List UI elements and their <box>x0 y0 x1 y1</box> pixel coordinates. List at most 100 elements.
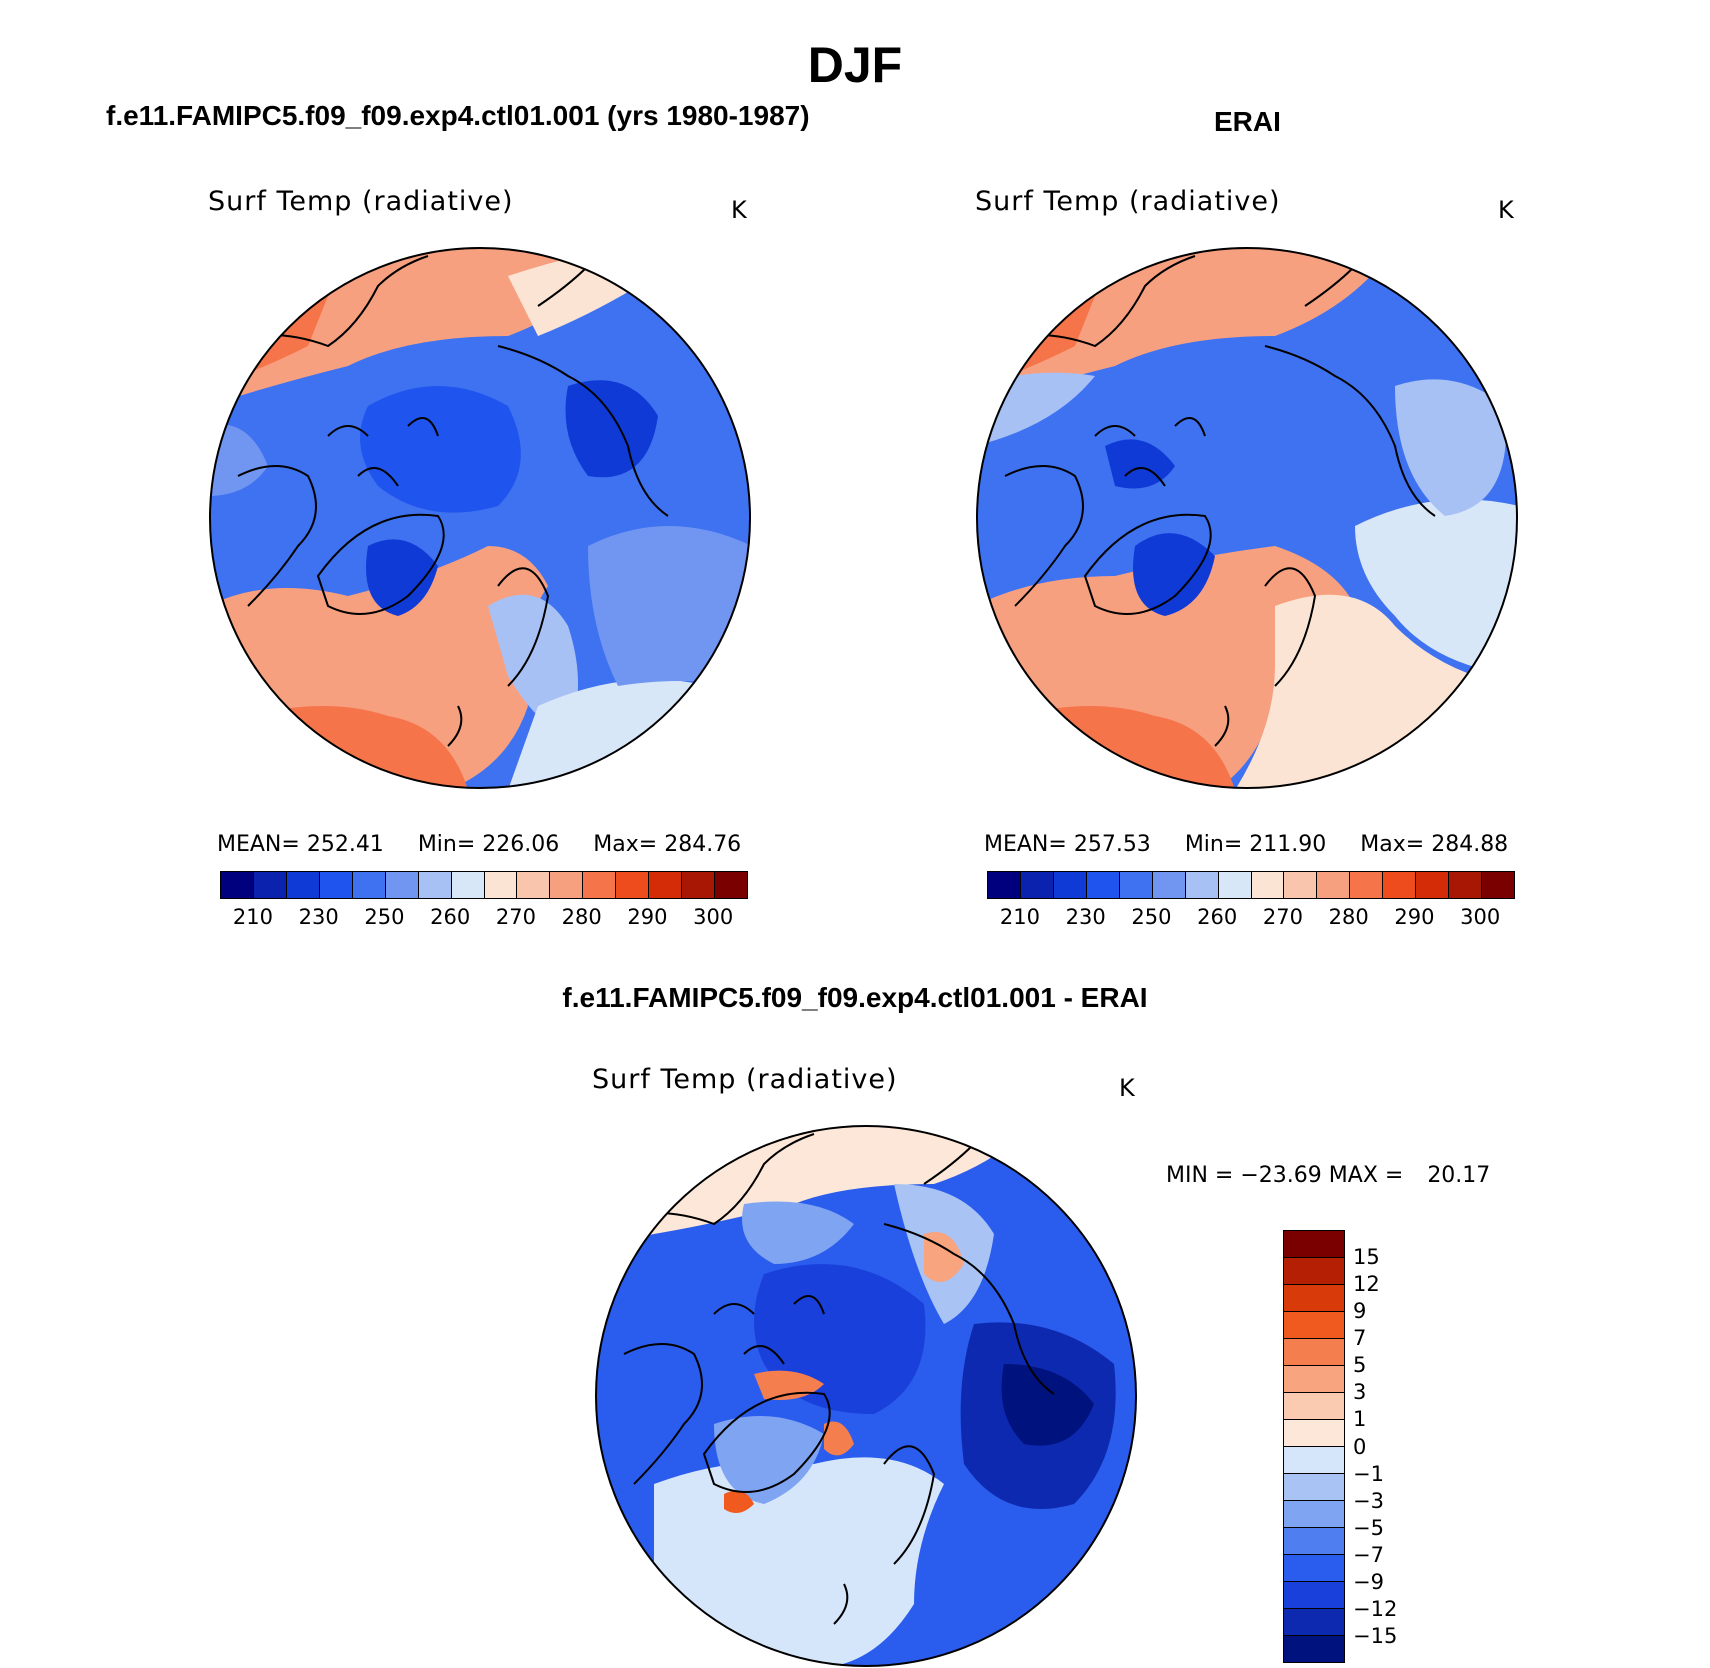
colorbar-swatch <box>582 872 616 898</box>
obs-min-label: Min= <box>1184 832 1243 857</box>
obs-mean-label: MEAN= <box>984 832 1067 857</box>
colorbar-swatch <box>1052 872 1086 898</box>
diff-colorbar-ticks: 15 12 9 7 5 3 1 0 −1 −3 −5 −7 −9 −12 −15 <box>1353 1230 1433 1663</box>
colorbar-swatch <box>1382 872 1416 898</box>
coast-alaska <box>247 255 429 348</box>
diff-min-label: MIN = <box>1166 1163 1234 1188</box>
colorbar-swatch <box>351 872 385 898</box>
colorbar-tick-label: 260 <box>430 905 471 929</box>
diff-stats: MIN = −23.69 MAX = 20.17 <box>1166 1163 1490 1188</box>
colorbar-tick-label: 300 <box>693 905 734 929</box>
colorbar-tick-label: 290 <box>1394 905 1435 929</box>
colorbar-tick-label: 260 <box>1197 905 1238 929</box>
colorbar-tick-label: −9 <box>1353 1569 1384 1594</box>
diff-variable-title: Surf Temp (radiative) <box>592 1064 898 1095</box>
colorbar-swatch <box>1118 872 1152 898</box>
coast-islands <box>327 417 439 487</box>
model-variable-title: Surf Temp (radiative) <box>208 186 514 217</box>
colorbar-swatch <box>1284 1284 1344 1311</box>
colorbar-swatch <box>714 872 747 898</box>
colorbar-swatch <box>1284 1419 1344 1446</box>
colorbar-swatch <box>1415 872 1449 898</box>
colorbar-tick-label: 230 <box>298 905 339 929</box>
colorbar-tick-label: 9 <box>1353 1299 1367 1324</box>
colorbar-tick-label: 1 <box>1353 1407 1367 1432</box>
diff-panel-title: f.e11.FAMIPC5.f09_f09.exp4.ctl01.001 - E… <box>562 982 1148 1013</box>
colorbar-swatch <box>516 872 550 898</box>
model-stats: MEAN= 252.41 Min= 226.06 Max= 284.76 <box>217 832 741 857</box>
colorbar-swatch <box>1284 1581 1344 1608</box>
diff-scandinavia-warm <box>824 1421 854 1456</box>
obs-stats: MEAN= 257.53 Min= 211.90 Max= 284.88 <box>984 832 1508 857</box>
model-max-value: 284.76 <box>664 832 742 857</box>
colorbar-swatch <box>318 872 352 898</box>
colorbar-tick-label: 300 <box>1460 905 1501 929</box>
colorbar-tick-label: 0 <box>1353 1434 1367 1459</box>
diff-max-value: 20.17 <box>1427 1163 1491 1188</box>
diff-units-label: K <box>1119 1074 1135 1102</box>
colorbar-swatch <box>1284 1338 1344 1365</box>
coast-alaska <box>1014 255 1196 348</box>
colorbar-swatch <box>384 872 418 898</box>
colorbar-swatch <box>615 872 649 898</box>
colorbar-tick-label: 280 <box>1328 905 1369 929</box>
colorbar-tick-label: 12 <box>1353 1272 1380 1297</box>
colorbar-tick-label: 290 <box>627 905 668 929</box>
colorbar-swatch <box>1349 872 1383 898</box>
colorbar-tick-label: −1 <box>1353 1461 1384 1486</box>
colorbar-swatch <box>1284 1446 1344 1473</box>
map-greenland-deep <box>1133 533 1215 616</box>
map-siberia-light <box>1395 379 1507 516</box>
obs-variable-title: Surf Temp (radiative) <box>975 186 1281 217</box>
colorbar-swatch <box>1019 872 1053 898</box>
colorbar-swatch <box>1284 1500 1344 1527</box>
coast-greenland <box>1083 513 1212 615</box>
colorbar-swatch <box>1151 872 1185 898</box>
colorbar-swatch <box>1284 1311 1344 1338</box>
colorbar-tick-label: 15 <box>1353 1245 1380 1270</box>
diff-polar-map <box>595 1125 1137 1667</box>
colorbar-tick-label: 270 <box>1262 905 1303 929</box>
colorbar-swatch <box>1284 1608 1344 1635</box>
colorbar-tick-label: −7 <box>1353 1542 1384 1567</box>
diff-colorbar <box>1283 1230 1345 1663</box>
colorbar-swatch <box>1250 872 1284 898</box>
model-panel-title: f.e11.FAMIPC5.f09_f09.exp4.ctl01.001 (yr… <box>106 100 810 131</box>
colorbar-swatch <box>285 872 319 898</box>
diff-greenland-warm <box>724 1490 754 1513</box>
obs-polar-map <box>976 247 1518 789</box>
model-colorbar <box>220 871 748 899</box>
model-min-label: Min= <box>417 832 476 857</box>
colorbar-swatch <box>1284 1365 1344 1392</box>
colorbar-tick-label: 5 <box>1353 1353 1367 1378</box>
colorbar-tick-label: 250 <box>1131 905 1172 929</box>
diff-min-value: −23.69 <box>1240 1163 1322 1188</box>
map-canada-mid <box>210 424 268 496</box>
obs-max-value: 284.88 <box>1431 832 1509 857</box>
model-min-value: 226.06 <box>482 832 560 857</box>
colorbar-swatch <box>1284 1231 1344 1257</box>
coast-greenland <box>316 513 445 615</box>
coast-islands <box>1094 417 1206 487</box>
colorbar-swatch <box>988 872 1020 898</box>
coast-scandinavia <box>833 1445 936 1625</box>
model-mean-label: MEAN= <box>217 832 300 857</box>
map-boundary <box>976 247 1518 789</box>
colorbar-swatch <box>648 872 682 898</box>
coast-greenland <box>702 1391 831 1493</box>
coast-scandinavia <box>1214 567 1317 747</box>
colorbar-swatch <box>252 872 286 898</box>
colorbar-tick-label: −12 <box>1353 1596 1398 1621</box>
colorbar-swatch <box>1284 1473 1344 1500</box>
colorbar-tick-label: 230 <box>1065 905 1106 929</box>
obs-max-label: Max= <box>1360 832 1425 857</box>
colorbar-swatch <box>1284 1257 1344 1284</box>
colorbar-tick-label: 270 <box>495 905 536 929</box>
figure-title: DJF <box>807 37 903 93</box>
map-greenland-deep <box>366 539 438 616</box>
map-arctic-deep <box>360 386 521 513</box>
map-siberia-cold <box>588 526 750 686</box>
colorbar-swatch <box>549 872 583 898</box>
obs-min-value: 211.90 <box>1249 832 1327 857</box>
colorbar-swatch <box>221 872 253 898</box>
